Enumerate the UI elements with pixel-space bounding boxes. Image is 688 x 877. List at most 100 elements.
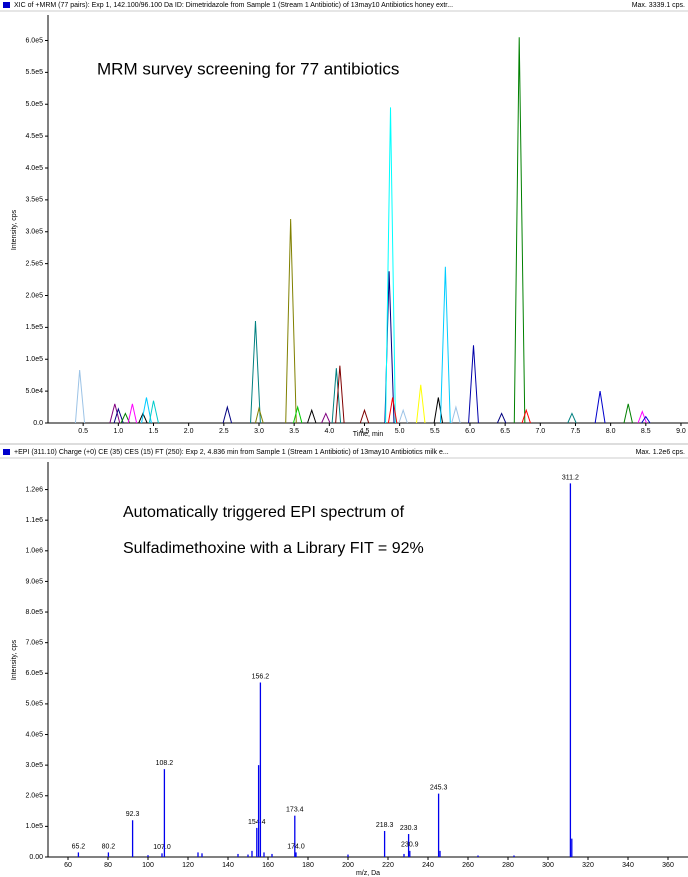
annotation: Sulfadimethoxine with a Library FIT = 92…: [123, 540, 424, 557]
y-tick-label: 5.5e5: [25, 69, 43, 76]
x-tick-label: 7.5: [571, 428, 581, 435]
peak-label: 230.9: [401, 842, 419, 849]
x-tick-label: 120: [182, 862, 194, 869]
header-icon: [3, 2, 10, 8]
peak-label: 245.3: [430, 784, 448, 791]
trace: [250, 320, 261, 424]
x-tick-label: 300: [542, 862, 554, 869]
x-tick-label: 3.5: [289, 428, 299, 435]
x-axis-title: Time, min: [353, 431, 384, 438]
x-tick-label: 320: [582, 862, 594, 869]
x-tick-label: 3.0: [254, 428, 264, 435]
x-axis-title: m/z, Da: [356, 870, 380, 877]
x-tick-label: 8.5: [641, 428, 651, 435]
x-tick-label: 4.0: [324, 428, 334, 435]
x-tick-label: 9.0: [676, 428, 686, 435]
trace: [385, 107, 396, 424]
y-tick-label: 4.5e5: [25, 133, 43, 140]
x-tick-label: 1.0: [113, 428, 123, 435]
x-tick-label: 100: [142, 862, 154, 869]
x-tick-label: 340: [622, 862, 634, 869]
header-max: Max. 1.2e6 cps.: [636, 449, 685, 456]
trace: [594, 391, 606, 424]
trace: [109, 403, 121, 424]
y-tick-label: 5.0e4: [25, 388, 43, 395]
y-tick-label: 2.0e5: [25, 793, 43, 800]
header-title: XIC of +MRM (77 pairs): Exp 1, 142.100/9…: [14, 2, 453, 9]
trace: [127, 403, 138, 424]
x-tick-label: 240: [422, 862, 434, 869]
y-tick-label: 2.5e5: [25, 260, 43, 267]
y-tick-label: 1.5e5: [25, 324, 43, 331]
x-tick-label: 180: [302, 862, 314, 869]
x-tick-label: 140: [222, 862, 234, 869]
trace: [285, 218, 297, 424]
y-axis-title: Intensity, cps: [11, 209, 18, 250]
y-tick-label: 8.0e5: [25, 609, 43, 616]
trace: [141, 397, 152, 424]
y-tick-label: 1.2e6: [25, 486, 43, 493]
y-tick-label: 1.1e6: [25, 517, 43, 524]
trace: [113, 407, 124, 424]
x-tick-label: 8.0: [606, 428, 616, 435]
x-tick-label: 5.5: [430, 428, 440, 435]
x-tick-label: 4.5: [360, 428, 370, 435]
y-tick-label: 6.0e5: [25, 670, 43, 677]
trace: [292, 405, 303, 424]
trace: [567, 412, 577, 424]
annotation: Automatically triggered EPI spectrum of: [123, 504, 405, 521]
y-tick-label: 1.0e5: [25, 356, 43, 363]
trace: [307, 408, 317, 424]
trace: [254, 406, 264, 424]
peak-label: 108.2: [156, 760, 174, 767]
y-tick-label: 7.0e5: [25, 640, 43, 647]
y-tick-label: 6.0e5: [25, 37, 43, 44]
x-tick-label: 1.5: [149, 428, 159, 435]
y-tick-label: 1.0e5: [25, 823, 43, 830]
trace: [222, 405, 233, 424]
peak-label: 230.3: [400, 825, 418, 832]
trace: [468, 345, 479, 424]
trace: [120, 412, 131, 424]
trace: [416, 384, 426, 424]
y-tick-label: 3.0e5: [25, 229, 43, 236]
peak-label: 218.3: [376, 822, 394, 829]
y-tick-label: 3.0e5: [25, 762, 43, 769]
x-tick-label: 6.5: [500, 428, 510, 435]
trace: [321, 412, 331, 424]
y-tick-label: 0.0: [33, 420, 43, 427]
x-tick-label: 2.0: [184, 428, 194, 435]
trace: [359, 408, 370, 424]
x-tick-label: 6.0: [465, 428, 475, 435]
peak-label: 80.2: [102, 843, 116, 850]
x-tick-label: 2.5: [219, 428, 229, 435]
trace: [641, 415, 651, 424]
trace: [335, 365, 345, 424]
annotation: MRM survey screening for 77 antibiotics: [97, 59, 399, 78]
y-tick-label: 4.0e5: [25, 165, 43, 172]
x-tick-label: 160: [262, 862, 274, 869]
y-tick-label: 9.0e5: [25, 578, 43, 585]
peak-label: 154.4: [248, 819, 266, 826]
y-tick-label: 3.5e5: [25, 197, 43, 204]
peak-label: 65.2: [72, 843, 86, 850]
x-tick-label: 280: [502, 862, 514, 869]
x-tick-label: 7.0: [535, 428, 545, 435]
trace: [148, 400, 159, 424]
trace: [331, 368, 342, 424]
trace: [521, 408, 531, 424]
y-tick-label: 1.0e6: [25, 548, 43, 555]
x-tick-label: 220: [382, 862, 394, 869]
peak-label: 156.2: [252, 673, 270, 680]
x-tick-label: 360: [662, 862, 674, 869]
header-max: Max. 3339.1 cps.: [632, 2, 685, 9]
x-tick-label: 60: [64, 862, 72, 869]
trace: [637, 410, 647, 424]
trace: [623, 403, 633, 424]
y-tick-label: 5.0e5: [25, 701, 43, 708]
peak-label: 173.4: [286, 807, 304, 814]
y-axis-title: Intensity, cps: [11, 639, 18, 680]
x-tick-label: 200: [342, 862, 354, 869]
peak-label: 311.2: [562, 474, 579, 481]
